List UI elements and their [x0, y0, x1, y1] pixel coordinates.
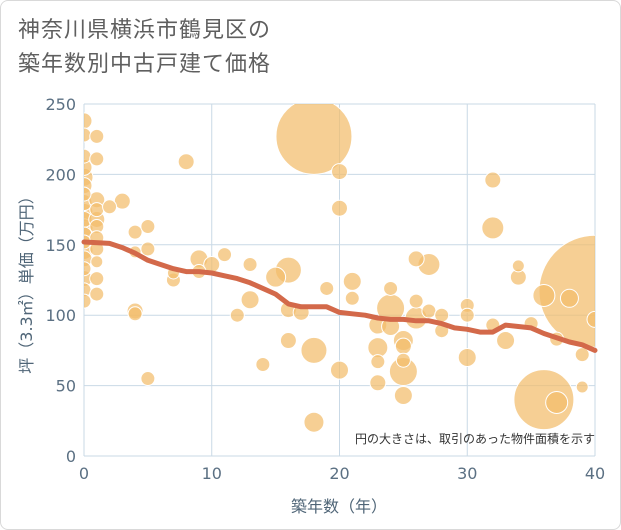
y-tick-label: 50	[56, 377, 76, 396]
data-bubble	[586, 310, 595, 328]
data-bubble	[331, 163, 348, 181]
data-bubble	[513, 369, 575, 431]
x-tick-label: 0	[79, 464, 89, 483]
data-bubble	[127, 306, 143, 322]
data-bubble	[545, 390, 569, 414]
data-bubble	[127, 224, 143, 240]
data-bubble	[481, 216, 505, 240]
data-bubble	[89, 151, 105, 167]
data-bubble	[300, 336, 328, 364]
data-bubble	[408, 293, 424, 309]
data-bubble	[303, 411, 325, 433]
data-bubble	[459, 307, 475, 323]
data-bubble	[84, 158, 93, 176]
data-bubble	[394, 337, 412, 355]
chart-title: 神奈川県横浜市鶴見区の 築年数別中古戸建て価格	[18, 14, 578, 82]
x-tick-label: 40	[585, 464, 605, 483]
data-bubble	[242, 257, 258, 273]
data-bubble	[383, 280, 399, 296]
data-bubble	[84, 186, 92, 202]
data-bubble	[140, 241, 156, 257]
data-bubble	[407, 250, 425, 268]
x-tick-label: 20	[329, 464, 349, 483]
x-tick-label: 10	[202, 464, 222, 483]
y-tick-label: 250	[45, 95, 76, 114]
data-bubble	[532, 283, 556, 307]
data-bubble	[217, 247, 233, 263]
chart-title-line-1: 神奈川県横浜市鶴見区の	[18, 18, 272, 43]
data-bubble	[344, 290, 360, 306]
trend-line	[81, 239, 598, 353]
data-bubble	[575, 380, 589, 394]
data-bubble	[574, 347, 590, 363]
data-bubble	[102, 199, 118, 215]
data-bubble	[89, 271, 105, 287]
data-bubble	[140, 371, 156, 387]
data-bubble	[140, 218, 156, 234]
data-bubble	[330, 360, 349, 380]
data-bubble	[559, 288, 579, 308]
data-bubble	[457, 347, 477, 367]
data-bubble	[89, 202, 105, 218]
data-bubble	[421, 303, 437, 319]
chart-title-line-2: 築年数別中古戸建て価格	[18, 52, 272, 77]
data-bubble	[370, 354, 386, 370]
data-bubble	[84, 112, 93, 130]
data-bubble	[240, 290, 260, 310]
data-bubble	[319, 280, 335, 296]
data-bubble	[229, 307, 245, 323]
x-tick-label: 30	[457, 464, 477, 483]
data-bubble	[395, 352, 411, 368]
data-bubble	[89, 286, 105, 302]
data-bubble	[279, 332, 297, 350]
data-bubble	[393, 385, 413, 405]
data-bubble	[265, 266, 287, 288]
y-tick-label: 100	[45, 306, 76, 325]
data-bubble	[84, 293, 92, 309]
data-bubble	[496, 331, 516, 351]
data-bubble	[84, 127, 92, 143]
data-bubble	[331, 199, 348, 217]
y-tick-label: 200	[45, 165, 76, 184]
data-bubble	[89, 128, 105, 144]
data-bubble	[275, 104, 353, 175]
data-bubble	[342, 271, 362, 291]
tick-labels: 0 10 20 30 40 0 50 100 150 200 250	[45, 95, 605, 483]
size-annotation: 円の大きさは、取引のあった物件面積を示す	[355, 431, 595, 446]
data-bubble	[484, 171, 502, 189]
data-bubble	[84, 261, 92, 277]
y-tick-label: 0	[66, 447, 76, 466]
bubbles-layer	[84, 104, 595, 433]
y-axis-title: 坪（3.3㎡）単価（万円）	[17, 188, 36, 373]
y-tick-label: 150	[45, 236, 76, 255]
data-bubble	[84, 148, 92, 164]
data-bubble	[177, 153, 195, 171]
data-bubble	[90, 255, 104, 269]
data-bubble	[255, 356, 271, 372]
data-bubble	[369, 374, 387, 392]
data-bubble	[511, 259, 525, 273]
x-axis-title: 築年数（年）	[291, 497, 387, 516]
